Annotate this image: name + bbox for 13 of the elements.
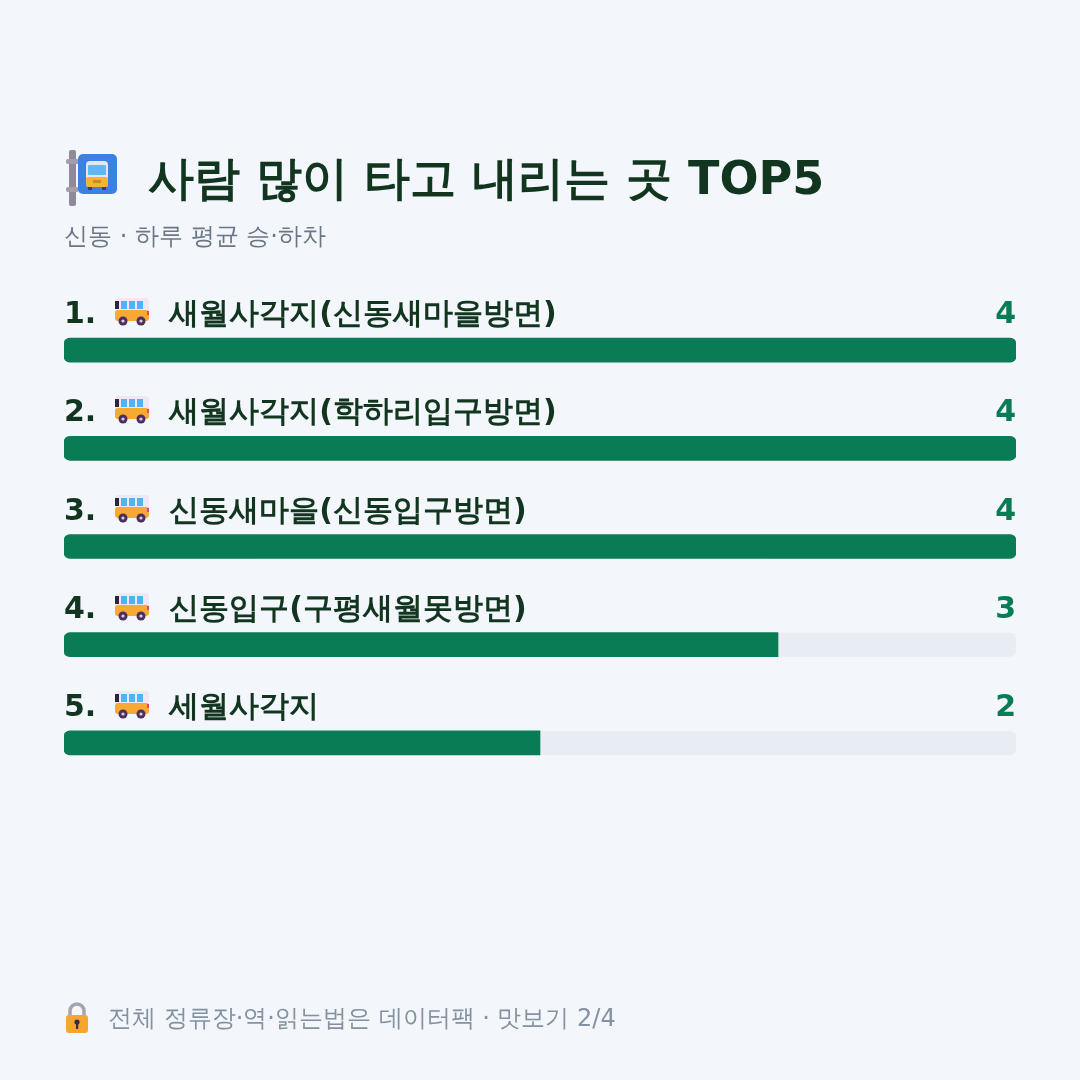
chart-subtitle: 신동 · 하루 평균 승·하차 <box>64 221 326 252</box>
data-label: 4 <box>995 393 1016 429</box>
data-label: 4 <box>995 295 1016 331</box>
category-label: 1. 새월사각지(신동새마을방면) <box>64 295 557 331</box>
category-label: 4. 신동입구(구평새월못방면) <box>64 589 527 625</box>
text: 전체 정류장·역·읽는법은 데이터팩 · 맛보기 2/4 <box>108 1003 616 1034</box>
data-label: 3 <box>995 589 1016 625</box>
category-label: 2. 새월사각지(학하리입구방면) <box>64 393 557 429</box>
data-label: 4 <box>995 491 1016 527</box>
category-label: 3. 신동새마을(신동입구방면) <box>64 491 527 527</box>
chart-title: 사람 많이 타고 내리는 곳 TOP5 <box>148 150 825 207</box>
data-label: 2 <box>995 687 1016 723</box>
category-label: 5. 세월사각지 <box>64 687 320 723</box>
